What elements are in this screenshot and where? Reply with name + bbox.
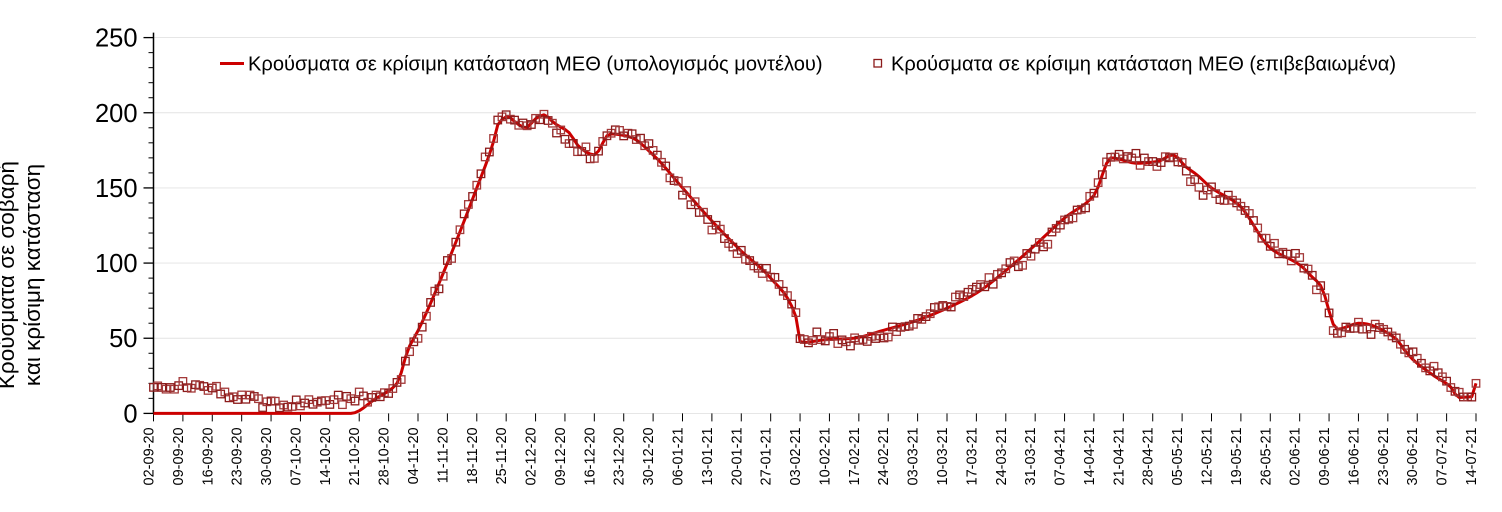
svg-text:11-11-20: 11-11-20	[435, 427, 451, 483]
svg-text:16-06-21: 16-06-21	[1346, 427, 1362, 485]
svg-text:24-02-21: 24-02-21	[876, 427, 892, 485]
svg-text:14-04-21: 14-04-21	[1082, 427, 1098, 485]
svg-text:24-03-21: 24-03-21	[994, 427, 1010, 485]
svg-text:04-11-20: 04-11-20	[406, 427, 422, 484]
svg-text:14-07-21: 14-07-21	[1464, 427, 1480, 485]
svg-text:10-02-21: 10-02-21	[817, 427, 833, 485]
svg-text:02-12-20: 02-12-20	[524, 427, 540, 485]
svg-text:150: 150	[95, 175, 138, 203]
svg-text:13-01-21: 13-01-21	[700, 427, 716, 485]
svg-text:07-10-20: 07-10-20	[288, 427, 304, 485]
svg-text:09-06-21: 09-06-21	[1317, 427, 1333, 485]
svg-text:07-07-21: 07-07-21	[1435, 427, 1451, 485]
svg-text:50: 50	[109, 325, 137, 353]
svg-text:25-11-20: 25-11-20	[494, 427, 510, 484]
svg-text:Κρούσματα σε σοβαρή: Κρούσματα σε σοβαρή	[0, 161, 19, 389]
svg-text:03-03-21: 03-03-21	[906, 427, 922, 485]
svg-text:100: 100	[95, 250, 138, 278]
svg-text:09-12-20: 09-12-20	[553, 427, 569, 485]
svg-text:21-04-21: 21-04-21	[1111, 427, 1127, 485]
svg-text:30-12-20: 30-12-20	[641, 427, 657, 485]
svg-text:30-09-20: 30-09-20	[259, 427, 275, 485]
svg-text:21-10-20: 21-10-20	[347, 427, 363, 485]
svg-text:26-05-21: 26-05-21	[1258, 427, 1274, 485]
svg-text:02-06-21: 02-06-21	[1288, 427, 1304, 485]
svg-text:Κρούσματα σε κρίσιμη κατάσταση: Κρούσματα σε κρίσιμη κατάσταση ΜΕΘ (υπολ…	[248, 54, 823, 76]
svg-text:23-12-20: 23-12-20	[612, 427, 628, 485]
svg-text:17-03-21: 17-03-21	[964, 427, 980, 485]
svg-text:07-04-21: 07-04-21	[1053, 427, 1069, 485]
svg-text:30-06-21: 30-06-21	[1405, 427, 1421, 485]
svg-text:06-01-21: 06-01-21	[671, 427, 687, 485]
svg-text:31-03-21: 31-03-21	[1023, 427, 1039, 485]
svg-text:02-09-20: 02-09-20	[142, 427, 158, 485]
svg-text:20-01-21: 20-01-21	[729, 427, 745, 485]
svg-text:09-09-20: 09-09-20	[171, 427, 187, 485]
svg-text:28-04-21: 28-04-21	[1141, 427, 1157, 485]
svg-text:Κρούσματα σε κρίσιμη κατάσταση: Κρούσματα σε κρίσιμη κατάσταση ΜΕΘ (επιβ…	[891, 54, 1396, 76]
svg-text:0: 0	[123, 400, 137, 428]
svg-text:23-09-20: 23-09-20	[230, 427, 246, 485]
svg-text:14-10-20: 14-10-20	[318, 427, 334, 485]
svg-text:05-05-21: 05-05-21	[1170, 427, 1186, 485]
svg-text:250: 250	[95, 25, 138, 53]
svg-text:28-10-20: 28-10-20	[377, 427, 393, 485]
svg-text:19-05-21: 19-05-21	[1229, 427, 1245, 485]
svg-text:17-02-21: 17-02-21	[847, 427, 863, 485]
svg-text:12-05-21: 12-05-21	[1200, 427, 1216, 485]
svg-text:200: 200	[95, 100, 138, 128]
svg-text:16-09-20: 16-09-20	[200, 427, 216, 485]
svg-text:23-06-21: 23-06-21	[1376, 427, 1392, 485]
svg-text:και κρίσιμη κατάσταση: και κρίσιμη κατάσταση	[20, 164, 45, 386]
svg-text:27-01-21: 27-01-21	[759, 427, 775, 485]
svg-text:16-12-20: 16-12-20	[582, 427, 598, 485]
svg-text:03-02-21: 03-02-21	[788, 427, 804, 485]
svg-text:18-11-20: 18-11-20	[465, 427, 481, 484]
svg-text:10-03-21: 10-03-21	[935, 427, 951, 485]
